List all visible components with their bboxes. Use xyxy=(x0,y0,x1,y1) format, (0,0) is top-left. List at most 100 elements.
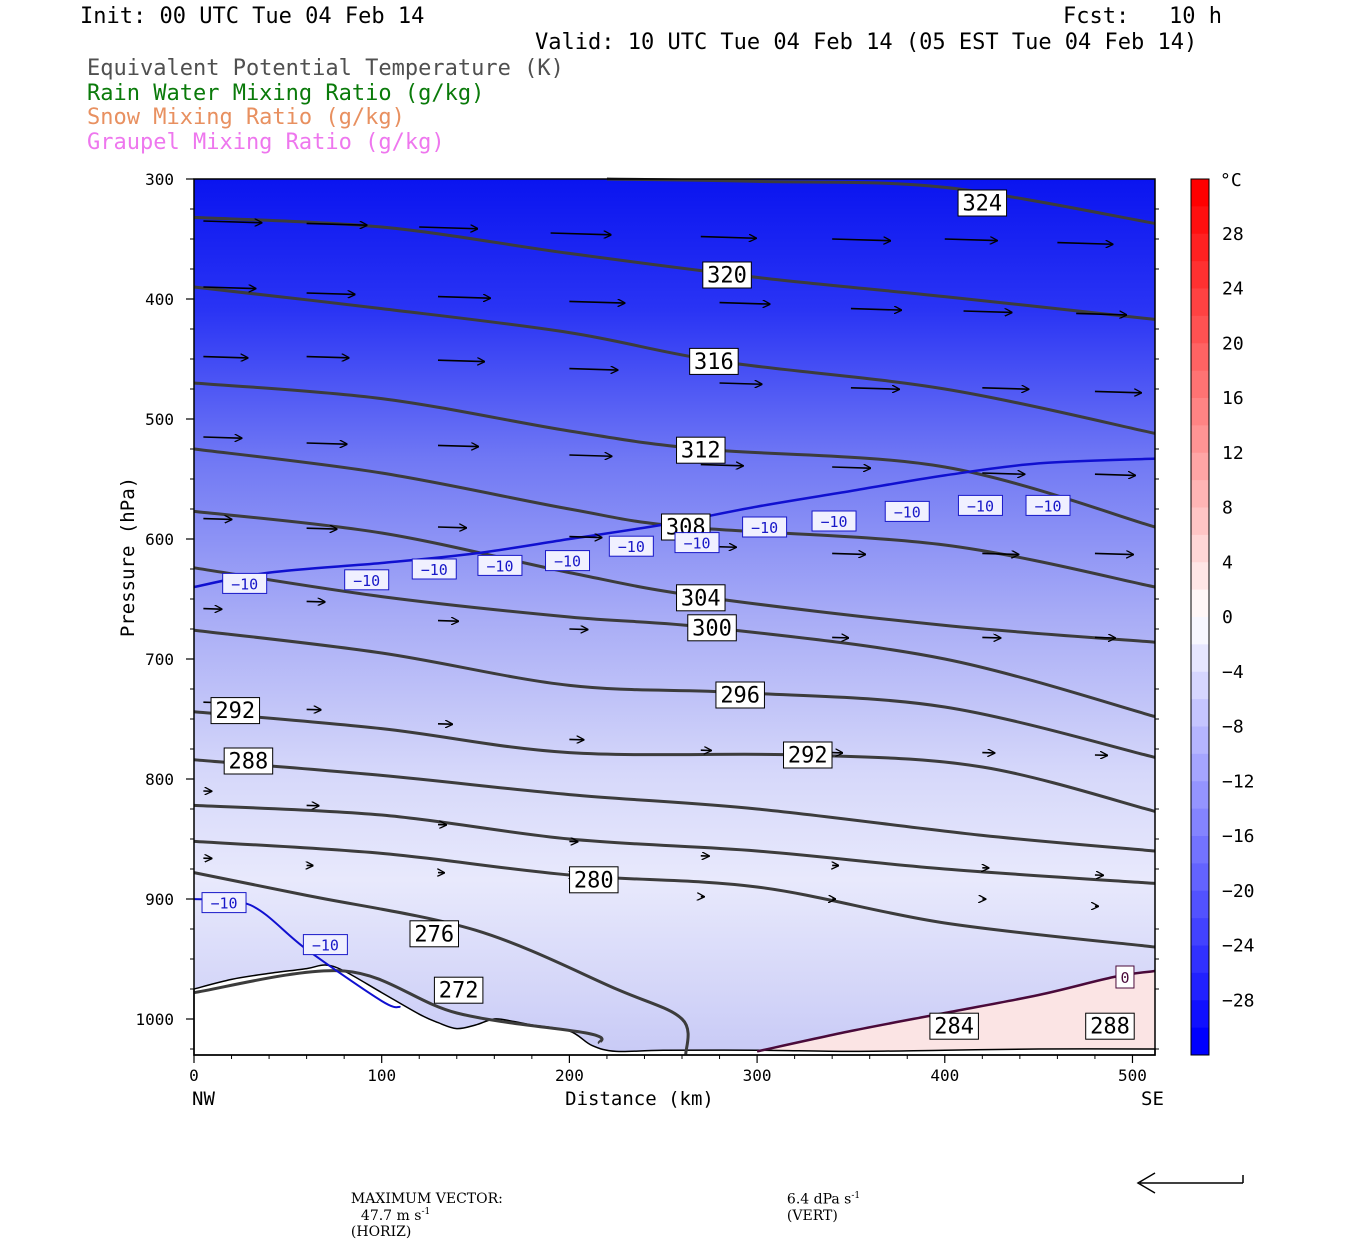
isotherm-label-minus10: −10 xyxy=(421,561,448,579)
y-tick-label: 700 xyxy=(145,650,174,669)
colorbar-segment xyxy=(1191,946,1209,974)
colorbar-segment xyxy=(1191,973,1209,1001)
colorbar-segment xyxy=(1191,672,1209,700)
colorbar-segment xyxy=(1191,179,1209,207)
isotherm-label-minus10: −10 xyxy=(683,535,710,553)
wind-vector xyxy=(832,467,870,468)
colorbar-segment xyxy=(1191,918,1209,946)
theta-e-label-292-text: 292 xyxy=(788,744,828,769)
colorbar-segment xyxy=(1191,1028,1209,1056)
colorbar-tick-label: −16 xyxy=(1222,826,1255,847)
colorbar-segment xyxy=(1191,727,1209,755)
colorbar-segment xyxy=(1191,617,1209,645)
colorbar-segment xyxy=(1191,754,1209,782)
footer-max-vector: MAXIMUM VECTOR: 47.7 m s-1 (HORIZ) xyxy=(342,1175,503,1240)
y-tick-label: 1000 xyxy=(135,1010,174,1029)
colorbar-segment xyxy=(1191,343,1209,371)
colorbar-tick-label: 20 xyxy=(1222,333,1244,354)
wind-vector xyxy=(203,609,221,610)
isotherm-label-minus10: −10 xyxy=(312,937,339,955)
x-tick-label: 400 xyxy=(930,1066,959,1085)
wind-vector xyxy=(832,553,865,554)
wind-vector xyxy=(1095,637,1115,638)
colorbar-tick-label: 24 xyxy=(1222,279,1244,300)
theta-e-label-280-text: 280 xyxy=(574,868,614,893)
x-end-label-left: NW xyxy=(192,1088,215,1110)
colorbar-tick-label: −20 xyxy=(1222,881,1255,902)
theta-e-label-288-text: 288 xyxy=(229,750,269,775)
isotherm-label-minus10: −10 xyxy=(231,575,258,593)
max-vector-label: MAXIMUM VECTOR: xyxy=(351,1191,503,1207)
x-end-label-right: SE xyxy=(1141,1088,1164,1110)
y-tick-label: 800 xyxy=(145,770,174,789)
x-tick-label: 100 xyxy=(367,1066,396,1085)
isotherm-label-minus10: −10 xyxy=(554,553,581,571)
colorbar-segment xyxy=(1191,562,1209,590)
colorbar-segment xyxy=(1191,863,1209,891)
isotherm-label-minus10: −10 xyxy=(618,538,645,556)
isotherm-label-minus10: −10 xyxy=(820,513,847,531)
horiz-unit: (HORIZ) xyxy=(351,1224,411,1240)
x-tick-label: 300 xyxy=(743,1066,772,1085)
colorbar-tick-label: 16 xyxy=(1222,388,1244,409)
theta-e-label-316-text: 316 xyxy=(694,350,734,375)
colorbar-segment xyxy=(1191,590,1209,618)
isotherm-label-minus10: −10 xyxy=(486,557,513,575)
isotherm-label-minus10: −10 xyxy=(967,497,994,515)
colorbar-segment xyxy=(1191,508,1209,536)
colorbar-segment xyxy=(1191,425,1209,453)
wind-vector xyxy=(982,553,1018,554)
colorbar-segment xyxy=(1191,261,1209,289)
colorbar-tick-label: 4 xyxy=(1222,552,1233,573)
wind-vector xyxy=(569,629,587,630)
colorbar-segment xyxy=(1191,289,1209,317)
colorbar-segment xyxy=(1191,809,1209,837)
theta-e-label-284-text: 284 xyxy=(934,1015,974,1040)
horiz-exp: -1 xyxy=(421,1207,430,1217)
plot-area: 3243203163123083043002962922882842802762… xyxy=(194,179,1155,1055)
horiz-value: 47.7 m s xyxy=(361,1208,422,1224)
y-tick-label: 400 xyxy=(145,290,174,309)
wind-vector xyxy=(307,528,337,529)
y-tick-label: 500 xyxy=(145,410,174,429)
colorbar-segment xyxy=(1191,699,1209,727)
colorbar-tick-label: 8 xyxy=(1222,498,1233,519)
colorbar-segment xyxy=(1191,891,1209,919)
colorbar-segment xyxy=(1191,398,1209,426)
theta-e-label-extra-0-text: 292 xyxy=(215,699,255,724)
wind-vector xyxy=(438,621,458,622)
theta-e-label-extra-1-text: 288 xyxy=(1090,1015,1130,1040)
wind-vector xyxy=(569,537,601,538)
footer-vert: 6.4 dPa s-1 (VERT) xyxy=(778,1175,860,1224)
y-tick-label: 900 xyxy=(145,890,174,909)
colorbar-tick-label: 12 xyxy=(1222,443,1244,464)
isotherm-label-minus10: −10 xyxy=(210,895,237,913)
colorbar-tick-label: −4 xyxy=(1222,662,1244,683)
colorbar-segment xyxy=(1191,453,1209,481)
colorbar-segment xyxy=(1191,535,1209,563)
x-tick-label: 0 xyxy=(189,1066,199,1085)
theta-e-label-320-text: 320 xyxy=(707,264,747,289)
wind-vector xyxy=(982,637,1000,638)
colorbar-segment xyxy=(1191,206,1209,234)
y-tick-label: 300 xyxy=(145,170,174,189)
isotherm-label-minus10: −10 xyxy=(1034,497,1061,515)
theta-e-label-324-text: 324 xyxy=(962,192,1002,217)
colorbar-segment xyxy=(1191,836,1209,864)
colorbar-unit: °C xyxy=(1220,170,1242,191)
wind-vector xyxy=(203,437,241,438)
theta-e-label-304-text: 304 xyxy=(681,586,721,611)
reference-vector-arrow xyxy=(1138,1173,1243,1193)
isotherm-label-minus10: −10 xyxy=(353,572,380,590)
plot-background xyxy=(194,179,1155,1055)
colorbar-segment xyxy=(1191,234,1209,262)
isotherm-label-minus10: −10 xyxy=(894,503,921,521)
colorbar-tick-label: −28 xyxy=(1222,990,1255,1011)
theta-e-label-296-text: 296 xyxy=(720,684,760,709)
y-axis-label: Pressure (hPa) xyxy=(117,477,139,637)
isotherm-label-minus10: −10 xyxy=(751,519,778,537)
colorbar-segment xyxy=(1191,644,1209,672)
isotherm-zero-label: 0 xyxy=(1120,969,1129,987)
theta-e-label-300-text: 300 xyxy=(692,616,732,641)
